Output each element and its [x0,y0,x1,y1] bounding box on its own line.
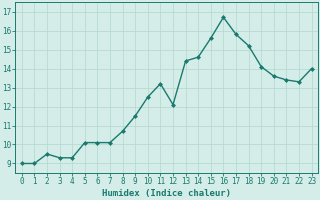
X-axis label: Humidex (Indice chaleur): Humidex (Indice chaleur) [102,189,231,198]
